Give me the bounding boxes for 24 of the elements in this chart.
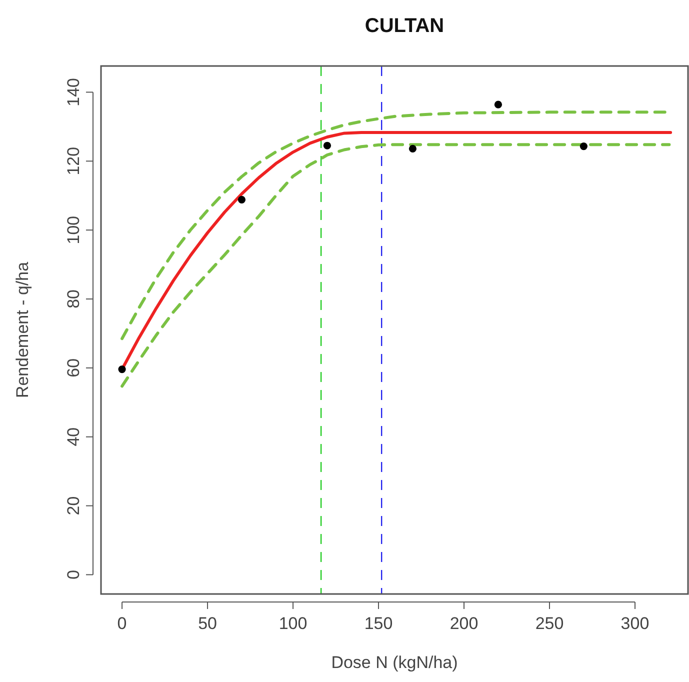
point: [118, 365, 126, 374]
y-tick-label: 20: [64, 496, 83, 516]
y-tick-label: 120: [64, 146, 83, 176]
point: [408, 144, 417, 153]
y-tick-label: 40: [64, 427, 83, 446]
y-axis-title: Rendement - q/ha: [13, 261, 32, 398]
x-axis-title: Dose N (kgN/ha): [331, 653, 458, 672]
x-tick-label: 200: [450, 614, 478, 633]
point: [323, 142, 332, 150]
y-tick-label: 0: [64, 570, 83, 580]
x-tick-label: 300: [620, 614, 650, 633]
chart-title: CULTAN: [364, 15, 444, 37]
y-tick-label: 80: [64, 290, 83, 308]
x-tick-label: 0: [117, 614, 127, 633]
x-tick-label: 50: [198, 614, 217, 633]
y-tick-label: 100: [64, 216, 83, 244]
x-tick-label: 100: [278, 614, 308, 633]
y-tick-label: 60: [64, 358, 83, 378]
x-tick-label: 150: [364, 614, 393, 633]
point: [238, 196, 246, 204]
x-tick-label: 250: [535, 614, 564, 633]
point: [494, 100, 502, 108]
y-tick-label: 140: [64, 78, 83, 106]
point: [580, 142, 588, 150]
